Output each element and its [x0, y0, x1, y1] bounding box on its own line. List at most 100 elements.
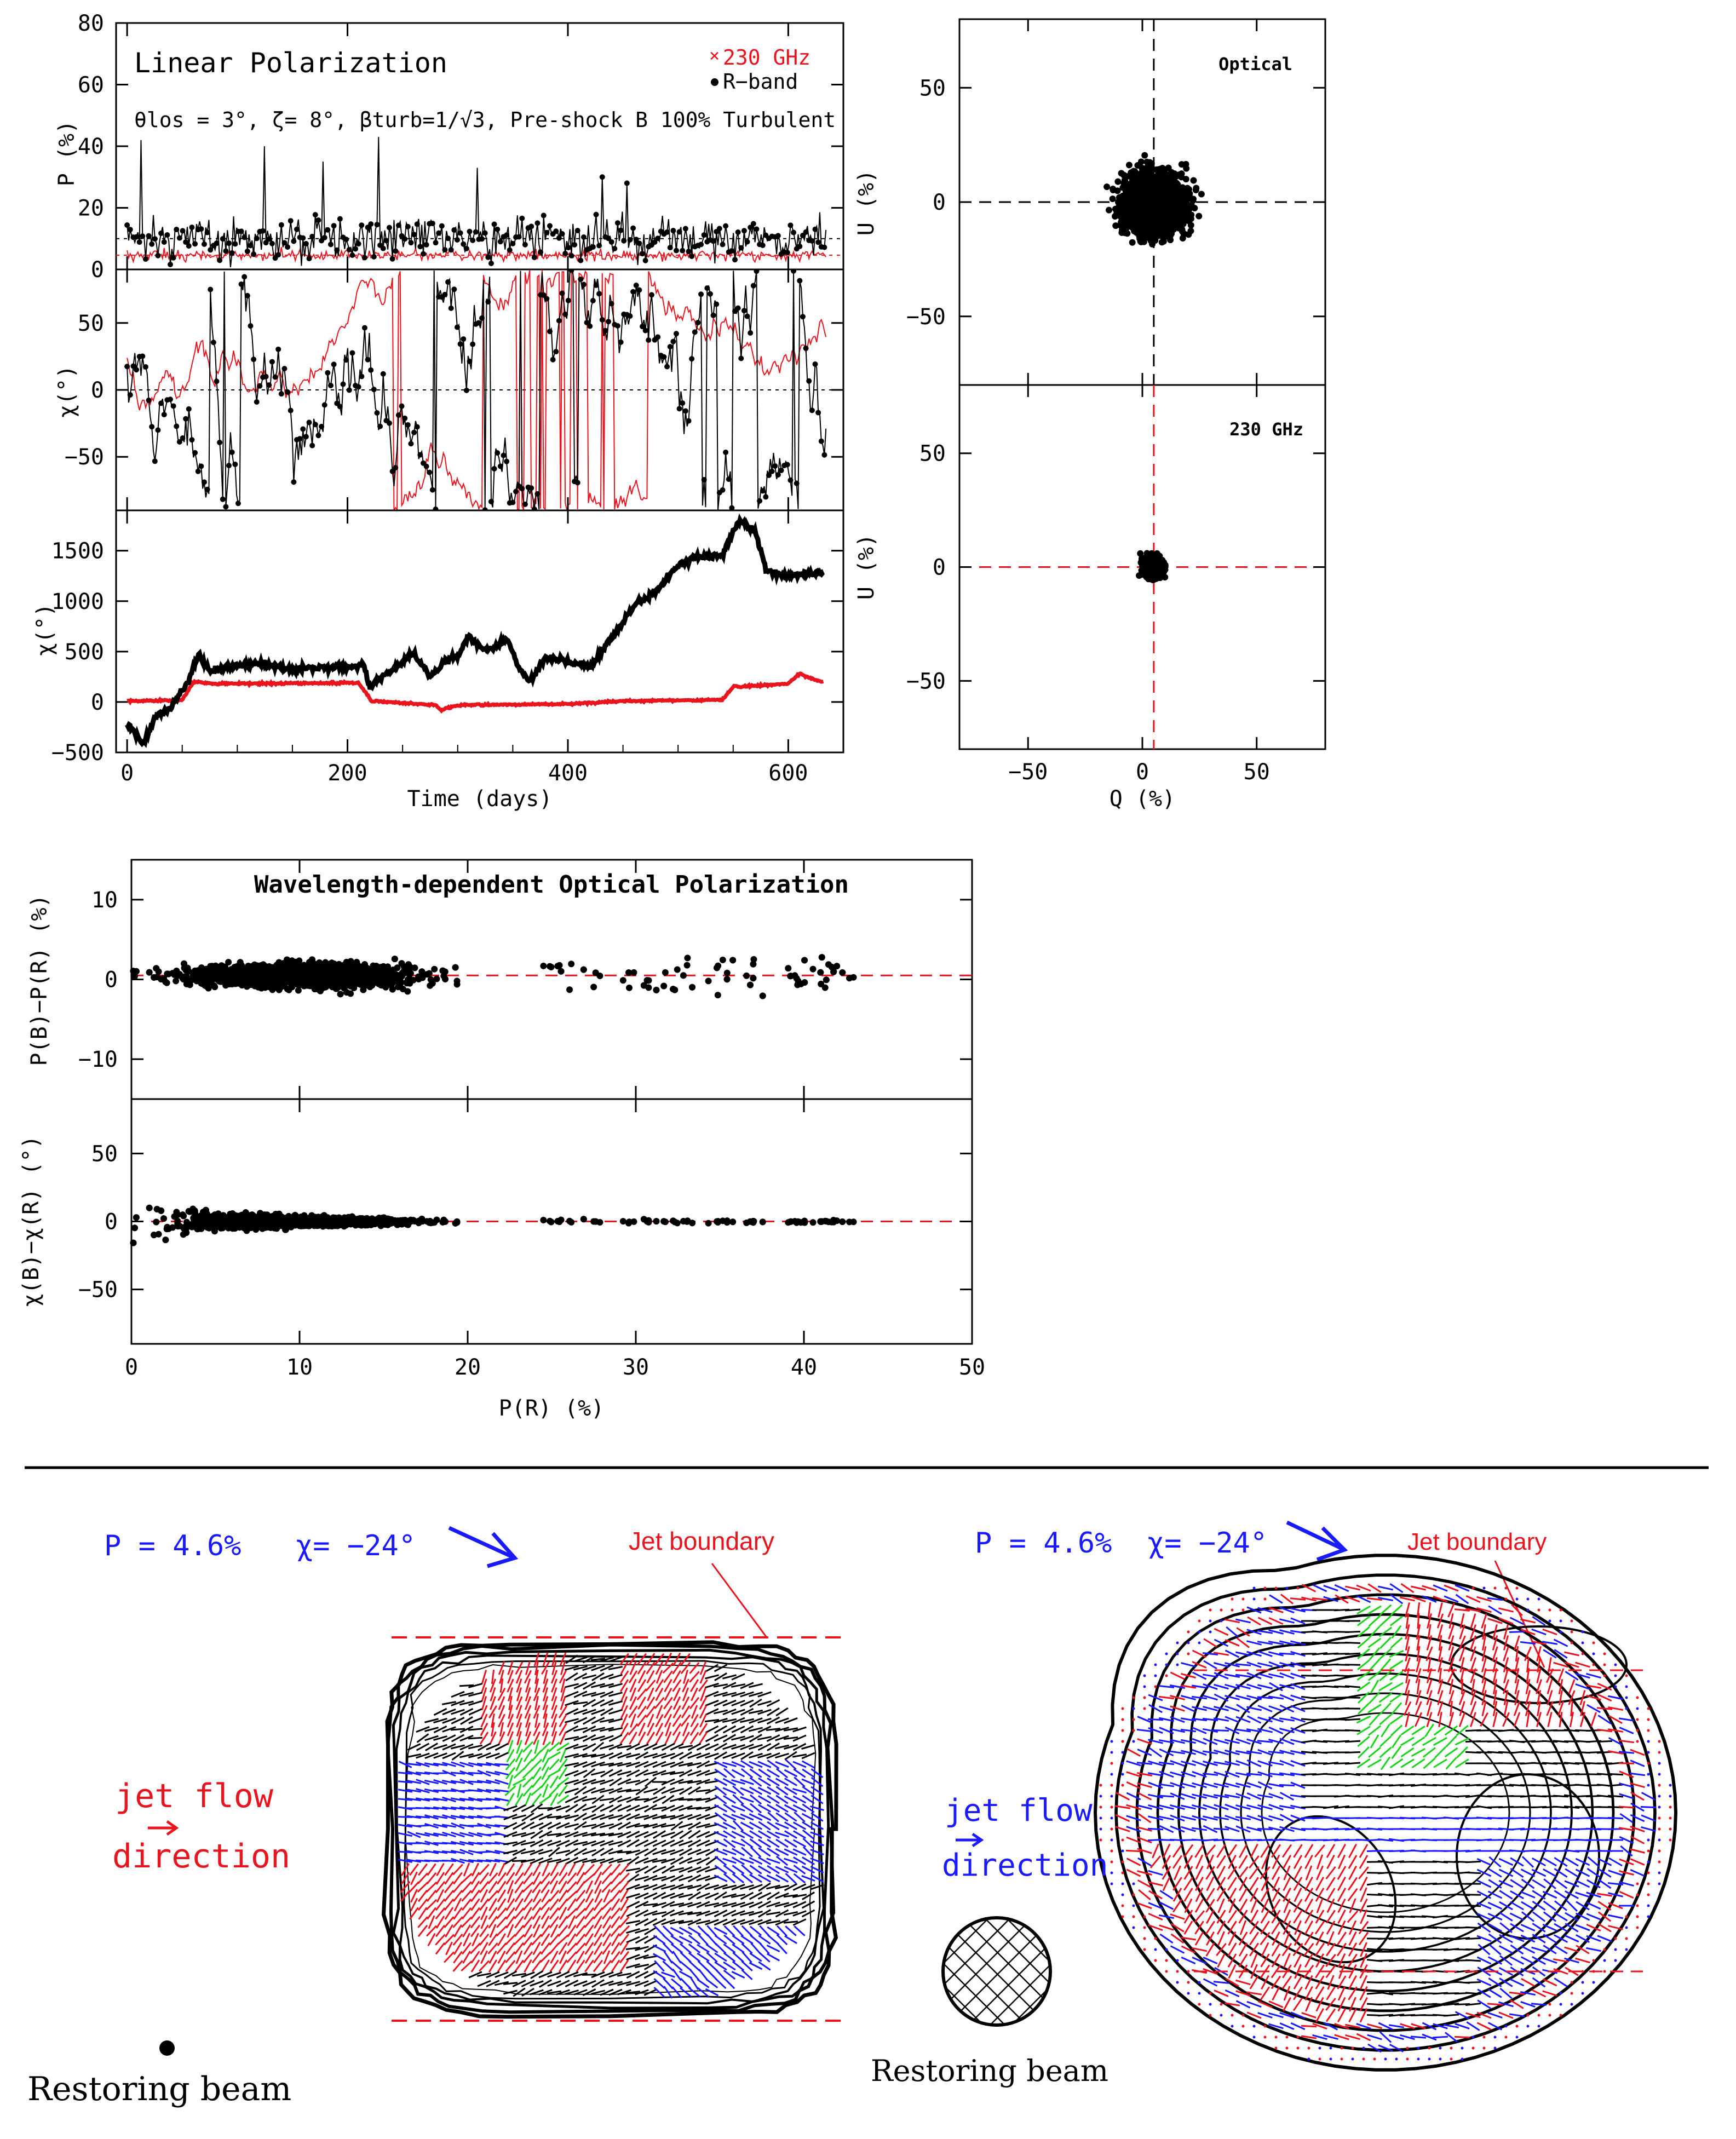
series-r-point — [343, 237, 349, 243]
chi-r-point — [269, 359, 275, 365]
chi-r-point — [325, 370, 331, 376]
chi-r-point — [531, 506, 537, 510]
series-r-point — [368, 221, 374, 227]
xtick-label-time: 200 — [327, 761, 367, 786]
series-r-point — [414, 221, 420, 227]
series-r-point — [633, 237, 639, 243]
qu-point — [1169, 218, 1176, 225]
series-r-point — [463, 245, 469, 251]
series-r-point — [355, 241, 361, 247]
chi-r-point — [303, 434, 309, 440]
chi-r-point — [528, 485, 534, 491]
series-r-point — [784, 250, 790, 256]
legend-r-label: R−band — [723, 70, 798, 94]
series-r-point — [682, 226, 688, 232]
chi-r-point — [167, 396, 173, 403]
series-r-point — [572, 242, 578, 248]
series-230-line — [127, 246, 827, 264]
dp-point — [453, 978, 461, 985]
series-r-point — [750, 221, 756, 227]
qu-point — [1175, 217, 1182, 225]
series-r-point — [136, 239, 142, 245]
chi-r-point — [593, 282, 599, 288]
chi-r-point — [395, 412, 401, 418]
series-r-point — [553, 228, 559, 234]
series-r-point — [445, 235, 451, 242]
chi-r-point — [754, 269, 760, 274]
series-r-point — [723, 223, 729, 229]
qu-point — [1140, 175, 1147, 182]
series-r-point — [457, 230, 463, 236]
series-r-point — [429, 220, 435, 226]
chi-r-point — [244, 292, 250, 298]
chi-r-point — [140, 353, 146, 359]
chi-r-point — [794, 480, 800, 486]
qu-point — [1124, 230, 1131, 237]
dp-point — [619, 977, 626, 984]
chi-r-point — [476, 320, 482, 326]
chi-r-point — [343, 357, 349, 363]
panel-subtitle: θlos = 3°, ζ= 8°, βturb=1/√3, Pre-shock … — [134, 108, 836, 132]
qu-point — [1173, 180, 1180, 187]
chi-r-point — [319, 423, 325, 429]
series-r-point — [217, 257, 223, 263]
series-r-point — [238, 228, 244, 234]
ytick-label-chi-unwrapped: 0 — [91, 690, 104, 715]
chi-r-point — [158, 400, 164, 406]
qu-point — [1120, 180, 1128, 187]
series-r-point — [325, 227, 331, 233]
chi-r-point — [556, 318, 562, 324]
series-r-point — [411, 232, 417, 238]
series-p — [116, 137, 843, 268]
chi-r-point — [648, 292, 654, 298]
qu-point — [1143, 227, 1150, 234]
series-r-point — [655, 235, 661, 242]
chi-r-point — [568, 269, 574, 273]
xticks-time: 0 200 400 600 — [120, 23, 808, 786]
series-r-point — [244, 248, 250, 254]
chi-r-point — [309, 442, 315, 449]
series-r-point — [263, 240, 269, 246]
series-r-point — [541, 212, 547, 219]
qu-point — [1114, 178, 1122, 185]
qu-point — [1187, 227, 1194, 234]
chi-r-point — [602, 327, 608, 334]
series-r-point — [698, 242, 704, 248]
series-r-point — [183, 239, 189, 245]
series-r-point — [433, 240, 439, 246]
series-r-point — [337, 216, 343, 222]
chi-unwrapped-230-line — [127, 671, 824, 714]
chi-r-point — [297, 436, 303, 442]
series-r-point — [275, 252, 281, 258]
chi-r-point — [534, 491, 541, 497]
chi-r-point — [599, 317, 605, 323]
chi-r-point — [192, 450, 198, 456]
chi-r-point — [707, 291, 713, 297]
chi-r-point — [729, 505, 735, 510]
chi-r-point — [738, 355, 744, 361]
series-r-point — [760, 242, 766, 248]
qu-point — [1109, 196, 1116, 203]
chi-r-point — [698, 291, 704, 297]
series-r-point — [630, 225, 636, 231]
xlabel-time: Time (days) — [407, 786, 553, 812]
qu-point — [1120, 172, 1128, 179]
chi-r-point — [760, 488, 766, 494]
series-r-point — [164, 232, 170, 238]
chi-r-point — [667, 344, 673, 350]
chi-r-point — [201, 479, 207, 485]
series-r-point — [748, 225, 754, 231]
qu-point — [1145, 576, 1152, 583]
ylabel-dp: P(B)−P(R) (%) — [27, 894, 52, 1066]
chi-r-point — [195, 468, 201, 474]
label-230ghz: 230 GHz — [1229, 419, 1303, 440]
ytick-label-chi-unwrapped: 1500 — [51, 539, 104, 564]
chi-r-point — [618, 339, 624, 345]
series-r-point — [142, 256, 148, 262]
series-r-point — [729, 248, 735, 254]
chi-r-point — [633, 283, 639, 289]
series-r-point — [544, 229, 550, 235]
series-r-point — [614, 220, 620, 226]
qu-point — [1153, 206, 1160, 213]
qu-ytick-label: 0 — [933, 190, 946, 215]
